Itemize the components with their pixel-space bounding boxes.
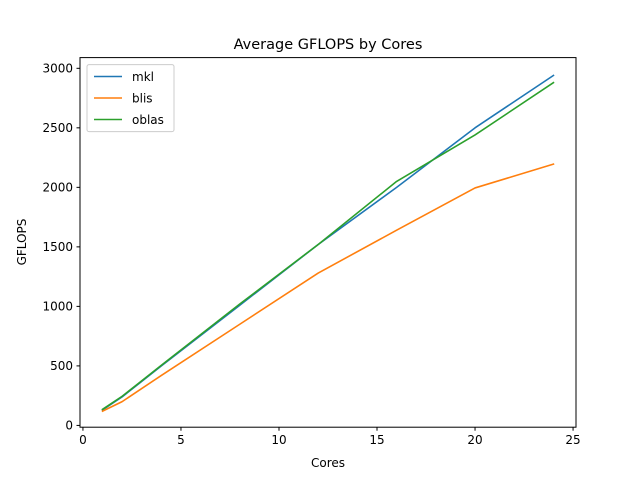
x-tick-label: 20 [467, 433, 482, 447]
y-tick-label: 1000 [42, 300, 73, 314]
series-layer [101, 74, 555, 413]
plot-frame [79, 57, 577, 428]
chart-title: Average GFLOPS by Cores [234, 37, 423, 53]
x-axis-label: Cores [311, 456, 345, 470]
y-tick-label: 2000 [42, 181, 73, 195]
y-tick-label: 2500 [42, 121, 73, 135]
legend-label-mkl: mkl [132, 70, 154, 84]
x-tick-label: 15 [369, 433, 384, 447]
legend-label-oblas: oblas [132, 113, 164, 127]
legend-box [86, 64, 175, 133]
y-axis: 0 500 1000 1500 2000 2500 3000 [42, 62, 80, 433]
x-axis: 0 5 10 15 20 25 [79, 427, 581, 447]
legend: mkl blis oblas [86, 64, 175, 133]
y-axis-label: GFLOPS [15, 219, 29, 266]
y-tick-label: 500 [50, 359, 73, 373]
series-line-blis [101, 163, 555, 413]
series-line-oblas [101, 81, 555, 411]
y-tick-label: 3000 [42, 62, 73, 76]
y-tick-label: 0 [65, 419, 73, 433]
x-tick-label: 25 [565, 433, 580, 447]
x-tick-label: 5 [177, 433, 185, 447]
y-tick-label: 1500 [42, 240, 73, 254]
x-tick-label: 0 [79, 433, 87, 447]
legend-label-blis: blis [132, 91, 153, 105]
x-tick-label: 10 [271, 433, 286, 447]
